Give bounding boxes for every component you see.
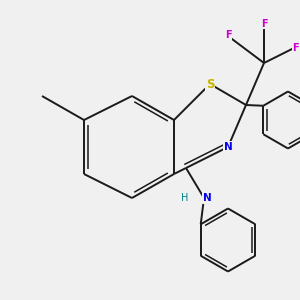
Text: S: S bbox=[206, 77, 214, 91]
Text: H: H bbox=[181, 193, 188, 203]
Text: F: F bbox=[292, 43, 299, 53]
Text: N: N bbox=[202, 193, 211, 203]
Text: N: N bbox=[224, 142, 232, 152]
Text: F: F bbox=[261, 19, 267, 29]
Text: F: F bbox=[225, 29, 231, 40]
